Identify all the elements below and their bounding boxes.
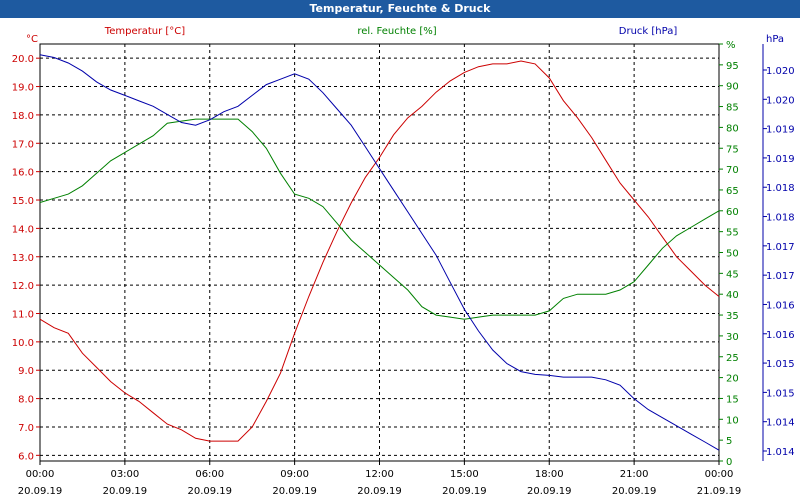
- date-tick-label: 20.09.19: [103, 486, 148, 497]
- humidity-tick-label: 75: [726, 144, 739, 155]
- humidity-tick-label: 95: [726, 61, 739, 72]
- window-title: Temperatur, Feuchte & Druck: [0, 0, 800, 18]
- humidity-tick-label: 20: [726, 374, 739, 385]
- pressure-tick-label: 1.017: [766, 242, 795, 253]
- time-tick-label: 00:00: [705, 469, 734, 480]
- humidity-axis: 0 5 10 15 20 25 30 35 40 45 50 55 60 65 70 75 80 85 90 95%: [719, 40, 739, 468]
- legend-pressure: Druck [hPa]: [619, 26, 678, 37]
- time-tick-label: 06:00: [195, 469, 224, 480]
- date-tick-label: 20.09.19: [357, 486, 402, 497]
- pressure-unit-label: hPa: [766, 34, 784, 45]
- time-axis: 00:00 20.09.19 03:00 20.09.19 06:00 20.09.19 0…: [18, 461, 742, 497]
- date-tick-label: 20.09.19: [527, 486, 572, 497]
- date-tick-label: 21.09.19: [697, 486, 742, 497]
- humidity-tick-label: 5: [726, 436, 732, 447]
- pressure-line: [39, 54, 720, 451]
- pressure-tick-label: 1.019: [766, 154, 795, 165]
- humidity-tick-label: 70: [726, 165, 739, 176]
- time-tick-label: 09:00: [280, 469, 309, 480]
- humidity-tick-label: 40: [726, 290, 739, 301]
- temperature-tick-label: 14.0: [12, 224, 34, 235]
- date-tick-label: 20.09.19: [612, 486, 657, 497]
- temperature-tick-label: 17.0: [12, 139, 34, 150]
- time-tick-label: 18:00: [535, 469, 564, 480]
- legend-temperature: Temperatur [°C]: [104, 26, 185, 37]
- pressure-tick-label: 1.017: [766, 271, 795, 282]
- temperature-tick-label: 19.0: [12, 83, 34, 94]
- temperature-tick-label: 10.0: [12, 338, 34, 349]
- pressure-tick-label: 1.015: [766, 359, 795, 370]
- humidity-tick-label: 15: [726, 394, 739, 405]
- pressure-tick-label: 1.014: [766, 447, 795, 458]
- humidity-line: [39, 118, 720, 320]
- grid: [40, 44, 719, 461]
- pressure-tick-label: 1.014: [766, 418, 795, 429]
- temperature-tick-label: 11.0: [12, 309, 34, 320]
- temperature-tick-label: 8.0: [18, 395, 34, 406]
- pressure-tick-label: 1.015: [766, 388, 795, 399]
- time-tick-label: 03:00: [110, 469, 139, 480]
- date-tick-label: 20.09.19: [187, 486, 232, 497]
- temperature-tick-label: 12.0: [12, 281, 34, 292]
- pressure-tick-label: 1.019: [766, 125, 795, 136]
- temperature-tick-label: 18.0: [12, 111, 34, 122]
- humidity-tick-label: 10: [726, 415, 739, 426]
- temperature-tick-label: 20.0: [12, 54, 34, 65]
- temperature-tick-label: 16.0: [12, 168, 34, 179]
- time-tick-label: 15:00: [450, 469, 479, 480]
- pressure-tick-label: 1.016: [766, 300, 795, 311]
- date-tick-label: 20.09.19: [442, 486, 487, 497]
- time-tick-label: 12:00: [365, 469, 394, 480]
- pressure-axis: 1.014 1.014 1.015 1.015 1.016 1.016 1.017 1.017…: [762, 44, 795, 461]
- humidity-tick-label: 50: [726, 249, 739, 260]
- humidity-tick-label: 90: [726, 82, 739, 93]
- humidity-tick-label: 25: [726, 353, 739, 364]
- humidity-tick-label: 55: [726, 228, 739, 239]
- temperature-tick-label: 9.0: [18, 366, 34, 377]
- date-tick-label: 20.09.19: [272, 486, 317, 497]
- time-tick-label: 21:00: [620, 469, 649, 480]
- temperature-tick-label: 15.0: [12, 196, 34, 207]
- humidity-tick-label: %: [726, 40, 736, 51]
- legend-humidity: rel. Feuchte [%]: [357, 26, 436, 37]
- pressure-tick-label: 1.020: [766, 66, 795, 77]
- pressure-tick-label: 1.016: [766, 330, 795, 341]
- plot-frame: [39, 43, 720, 462]
- chart-area: 6.0 7.0 8.0 9.0 10.0 11.0 12.0 13.0 14.0 15.0 16.0…: [12, 26, 795, 497]
- date-tick-label: 20.09.19: [18, 486, 63, 497]
- pressure-tick-label: 1.018: [766, 213, 795, 224]
- humidity-tick-label: 30: [726, 332, 739, 343]
- temperature-tick-label: 6.0: [18, 451, 34, 462]
- temperature-unit-label: °C: [26, 34, 38, 45]
- humidity-tick-label: 65: [726, 186, 739, 197]
- humidity-tick-label: 85: [726, 103, 739, 114]
- pressure-tick-label: 1.018: [766, 183, 795, 194]
- temperature-tick-label: 13.0: [12, 253, 34, 264]
- series-layer: [39, 54, 720, 451]
- temperature-axis: 6.0 7.0 8.0 9.0 10.0 11.0 12.0 13.0 14.0 15.0 16.0…: [12, 54, 40, 462]
- humidity-tick-label: 60: [726, 207, 739, 218]
- time-tick-label: 00:00: [26, 469, 55, 480]
- humidity-tick-label: 35: [726, 311, 739, 322]
- humidity-tick-label: 80: [726, 123, 739, 134]
- humidity-tick-label: 45: [726, 269, 739, 280]
- humidity-tick-label: 0: [726, 457, 732, 468]
- temperature-line: [39, 60, 720, 442]
- temperature-tick-label: 7.0: [18, 423, 34, 434]
- pressure-tick-label: 1.020: [766, 95, 795, 106]
